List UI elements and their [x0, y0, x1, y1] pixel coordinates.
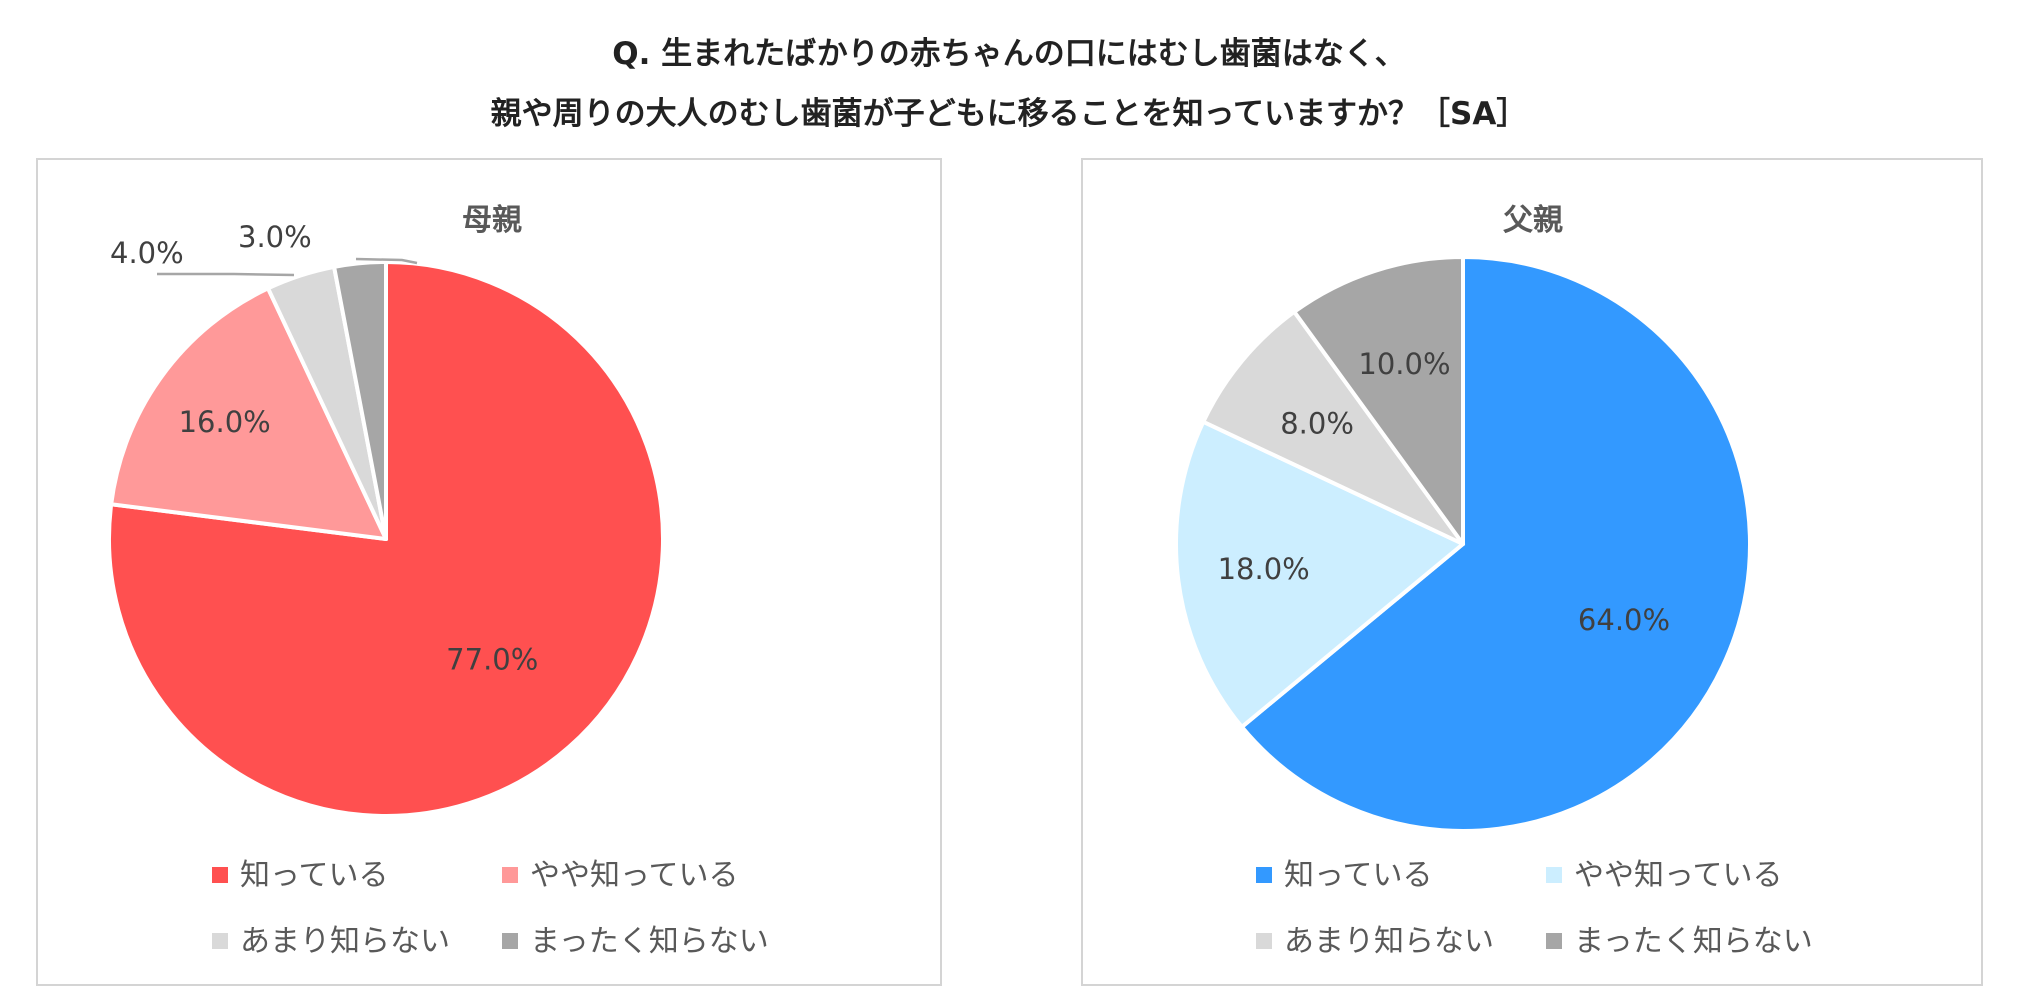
- legend-item-father-not: まったく知らない: [1546, 916, 1813, 960]
- pie-chart-mother: 母親 77.0% 16.0% 4.0% 3.0%: [107, 203, 665, 818]
- legend-label: 知っている: [1284, 858, 1433, 893]
- legend-item-father-somewhat: やや知っている: [1546, 850, 1783, 894]
- data-label-1: 77.0%: [446, 643, 538, 677]
- data-label-2: 16.0%: [179, 405, 271, 439]
- chart-panel-father: 父親 64.0% 18.0% 8.0% 10.0% 知っている やや知っている あまり…: [1081, 158, 1983, 986]
- legend-swatch-lightgray: [212, 932, 228, 949]
- pie-leaders-mother: [157, 257, 418, 277]
- legend-label: まったく知らない: [530, 924, 769, 959]
- legend-swatch-gray: [502, 932, 518, 949]
- leader-line-4: [355, 257, 418, 265]
- pie-slice-4: [332, 260, 388, 541]
- legend-swatch-pink: [502, 866, 518, 883]
- data-label-3: 4.0%: [110, 236, 184, 270]
- pie-slice-3: [1201, 309, 1465, 546]
- legend-label: やや知っている: [530, 858, 739, 893]
- question-line-1: Q. 生まれたばかりの赤ちゃんの口にはむし歯菌はなく、: [612, 36, 1406, 72]
- data-label-1: 64.0%: [1578, 603, 1670, 637]
- chart-panel-mother: 母親 77.0% 16.0% 4.0% 3.0% 知っている やや知っている あまり知…: [36, 158, 942, 986]
- legend-swatch-red: [212, 866, 228, 883]
- legend-item-father-little: あまり知らない: [1256, 916, 1494, 960]
- legend-item-father-know: 知っている: [1256, 850, 1433, 894]
- pie-slice-1: [1239, 255, 1752, 833]
- legend-swatch-blue: [1256, 866, 1272, 883]
- data-label-4: 3.0%: [238, 220, 312, 254]
- legend-label: あまり知らない: [240, 924, 450, 959]
- data-label-4: 10.0%: [1358, 347, 1450, 381]
- pie-chart-father: 父親 64.0% 18.0% 8.0%10.0%: [1174, 203, 1752, 833]
- legend-item-mother-little: あまり知らない: [212, 916, 450, 960]
- legend-swatch-lightblue: [1546, 866, 1562, 883]
- legend-item-mother-know: 知っている: [212, 850, 389, 894]
- pie-slices-father: [1174, 255, 1752, 833]
- chart-title-father: 父親: [1503, 203, 1563, 238]
- legend-item-mother-somewhat: やや知っている: [502, 850, 739, 894]
- legend-item-mother-not: まったく知らない: [502, 916, 769, 960]
- pie-labels-father: 64.0% 18.0% 8.0%10.0%: [1218, 347, 1670, 637]
- legend-swatch-lightgray: [1256, 932, 1272, 949]
- question-line-2: 親や周りの大人のむし歯菌が子どもに移ることを知っていますか？［SA］: [490, 96, 1528, 132]
- pie-slices-mother: [107, 260, 665, 818]
- pie-slice-2: [1174, 419, 1465, 729]
- legend-label: まったく知らない: [1574, 924, 1813, 959]
- pie-slice-4: [1292, 255, 1465, 546]
- pie-labels-mother: 77.0% 16.0% 4.0% 3.0%: [110, 220, 538, 677]
- legend-swatch-gray: [1546, 932, 1562, 949]
- leader-line-3: [157, 272, 295, 277]
- chart-title-mother: 母親: [462, 203, 522, 238]
- legend-label: やや知っている: [1574, 858, 1783, 893]
- pie-slice-2: [109, 286, 388, 541]
- legend-label: 知っている: [240, 858, 389, 893]
- legend-label: あまり知らない: [1284, 924, 1494, 959]
- data-label-3: 8.0%: [1280, 406, 1354, 440]
- data-label-2: 18.0%: [1218, 552, 1310, 586]
